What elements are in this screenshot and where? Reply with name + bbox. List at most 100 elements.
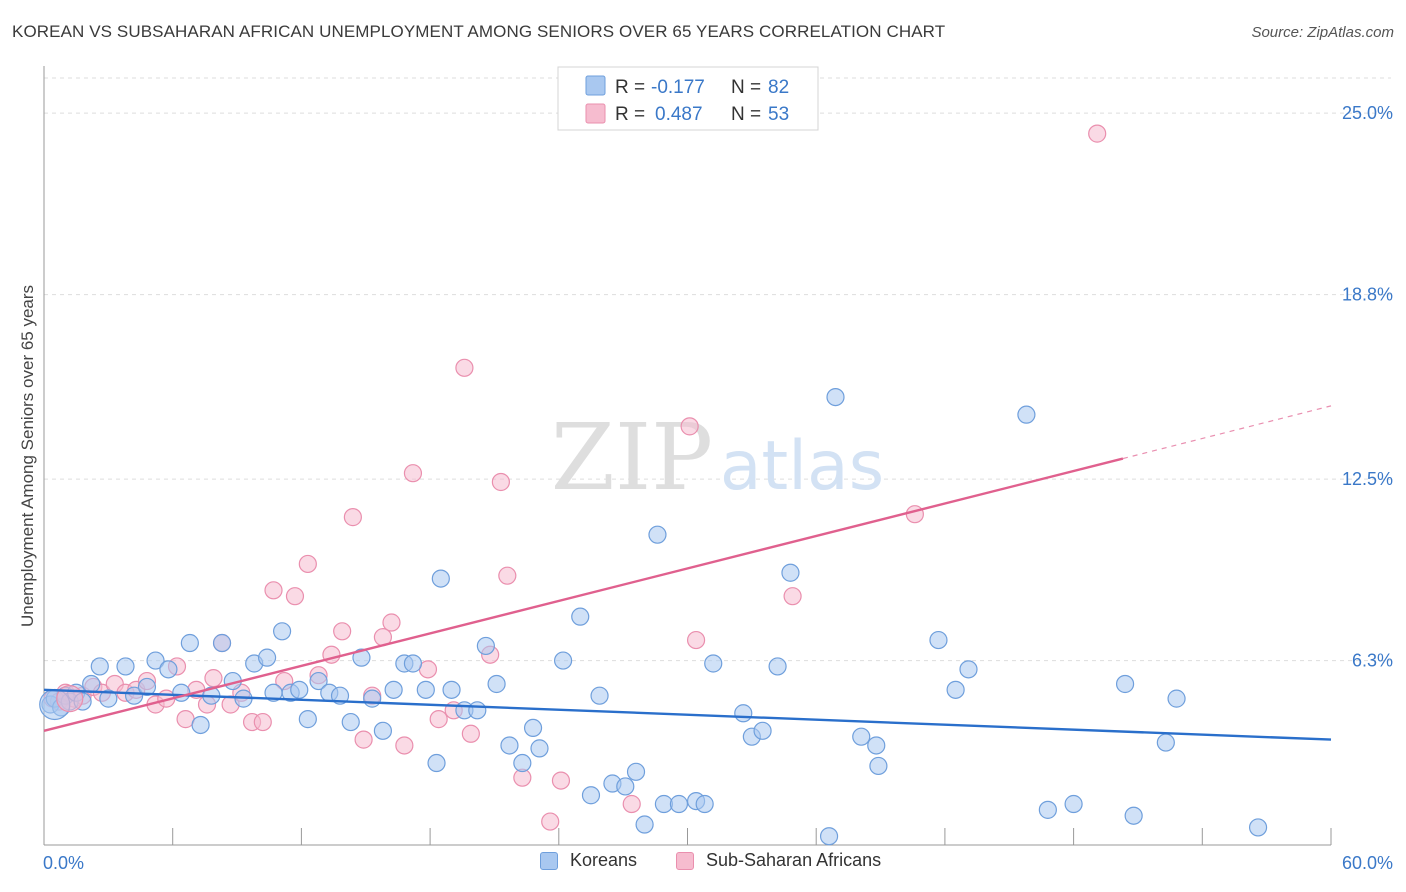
point-koreans-28 bbox=[298, 710, 317, 729]
point-africans-26 bbox=[298, 554, 317, 574]
bottom-legend-label-koreans: Koreans bbox=[570, 850, 638, 870]
watermark-atlas: atlas bbox=[720, 427, 884, 506]
point-africans-43 bbox=[491, 472, 510, 492]
legend-r-label-africans: R = bbox=[615, 104, 645, 125]
point-koreans-67 bbox=[753, 721, 772, 740]
point-africans-25 bbox=[285, 587, 305, 606]
point-koreans-77 bbox=[959, 660, 978, 679]
point-koreans-72 bbox=[852, 727, 871, 746]
point-koreans-16 bbox=[180, 633, 199, 653]
point-africans-50 bbox=[686, 630, 706, 650]
point-koreans-65 bbox=[734, 704, 753, 723]
point-africans-40 bbox=[455, 358, 474, 377]
point-koreans-46 bbox=[487, 674, 506, 694]
point-koreans-11 bbox=[124, 686, 144, 705]
point-koreans-75 bbox=[929, 630, 948, 650]
point-africans-29 bbox=[333, 622, 352, 641]
x-tick-label-0: 0.0% bbox=[43, 853, 84, 873]
point-africans-52 bbox=[905, 505, 924, 524]
point-africans-49 bbox=[680, 417, 699, 436]
point-koreans-79 bbox=[1038, 800, 1057, 819]
point-koreans-58 bbox=[635, 815, 654, 834]
point-koreans-56 bbox=[616, 777, 635, 796]
point-koreans-14 bbox=[159, 660, 178, 679]
point-koreans-59 bbox=[648, 525, 667, 544]
point-koreans-45 bbox=[476, 636, 495, 656]
point-africans-31 bbox=[354, 730, 373, 749]
point-koreans-74 bbox=[869, 756, 888, 776]
point-koreans-8 bbox=[90, 657, 109, 676]
point-koreans-34 bbox=[363, 689, 382, 708]
point-koreans-54 bbox=[590, 686, 609, 705]
point-africans-38 bbox=[429, 710, 448, 729]
data-points bbox=[39, 124, 1268, 846]
point-koreans-17 bbox=[191, 715, 210, 735]
x-tick-label-1: 60.0% bbox=[1342, 853, 1393, 873]
point-koreans-83 bbox=[1156, 733, 1175, 752]
point-koreans-35 bbox=[373, 721, 393, 740]
y-tick-label-0: 6.3% bbox=[1352, 651, 1393, 671]
legend-swatch-africans bbox=[585, 103, 606, 124]
point-koreans-38 bbox=[403, 654, 423, 673]
point-koreans-81 bbox=[1115, 674, 1135, 694]
point-africans-30 bbox=[343, 508, 362, 527]
point-koreans-51 bbox=[553, 651, 573, 670]
point-koreans-19 bbox=[212, 633, 232, 653]
point-koreans-7 bbox=[82, 674, 101, 694]
point-koreans-10 bbox=[116, 657, 135, 676]
bottom-legend-africans: Sub-Saharan Africans bbox=[676, 850, 881, 871]
point-koreans-78 bbox=[1017, 405, 1036, 424]
legend-swatch-koreans bbox=[585, 75, 606, 96]
point-koreans-12 bbox=[137, 677, 157, 697]
trend-extension-africans bbox=[1122, 405, 1332, 460]
point-koreans-53 bbox=[581, 786, 601, 805]
point-africans-17 bbox=[204, 669, 223, 688]
point-koreans-48 bbox=[513, 753, 532, 773]
point-koreans-32 bbox=[341, 712, 360, 732]
point-koreans-25 bbox=[272, 622, 292, 641]
tick-labels: 6.3% 12.5% 18.8% 25.0% 0.0% 60.0% bbox=[43, 103, 1393, 873]
legend-n-label-koreans: N = bbox=[731, 77, 761, 98]
chart-title: KOREAN VS SUBSAHARAN AFRICAN UNEMPLOYMEN… bbox=[12, 22, 946, 41]
africans-swatch bbox=[676, 851, 694, 870]
point-koreans-40 bbox=[427, 753, 446, 773]
point-africans-41 bbox=[461, 724, 480, 743]
point-koreans-64 bbox=[704, 654, 723, 673]
point-koreans-63 bbox=[695, 794, 714, 814]
point-koreans-50 bbox=[530, 739, 549, 758]
point-africans-36 bbox=[403, 464, 423, 483]
y-tick-label-2: 18.8% bbox=[1342, 285, 1393, 305]
point-koreans-57 bbox=[626, 762, 646, 781]
point-koreans-42 bbox=[442, 680, 461, 699]
point-koreans-13 bbox=[146, 651, 165, 670]
point-africans-23 bbox=[264, 581, 283, 600]
watermark: ZIP atlas bbox=[551, 404, 884, 511]
legend-r-value-africans: 0.487 bbox=[655, 104, 703, 125]
point-koreans-23 bbox=[257, 648, 277, 667]
legend-n-label-africans: N = bbox=[731, 104, 761, 125]
point-koreans-68 bbox=[768, 657, 787, 676]
trend-lines bbox=[43, 405, 1332, 741]
point-koreans-33 bbox=[352, 648, 371, 667]
point-koreans-84 bbox=[1167, 689, 1186, 708]
point-africans-34 bbox=[382, 613, 401, 632]
legend-n-value-africans: 53 bbox=[768, 104, 789, 125]
point-africans-51 bbox=[783, 587, 802, 606]
point-koreans-9 bbox=[99, 689, 118, 708]
point-koreans-73 bbox=[867, 736, 886, 755]
legend-r-value-koreans: -0.177 bbox=[651, 77, 705, 98]
legend: R = -0.177 N = 82 R = 0.487 N = 53 bbox=[557, 66, 819, 131]
point-africans-47 bbox=[551, 771, 571, 790]
point-koreans-27 bbox=[290, 680, 309, 699]
point-koreans-82 bbox=[1124, 806, 1143, 825]
point-koreans-41 bbox=[431, 569, 450, 588]
point-koreans-36 bbox=[384, 680, 403, 699]
koreans-swatch bbox=[540, 851, 558, 870]
point-africans-35 bbox=[395, 736, 414, 755]
point-koreans-69 bbox=[781, 563, 800, 582]
bottom-legend: Koreans Sub-Saharan Africans bbox=[0, 850, 1406, 880]
bottom-legend-koreans: Koreans bbox=[540, 850, 637, 871]
y-tick-label-3: 25.0% bbox=[1342, 103, 1393, 123]
point-koreans-44 bbox=[468, 701, 487, 720]
